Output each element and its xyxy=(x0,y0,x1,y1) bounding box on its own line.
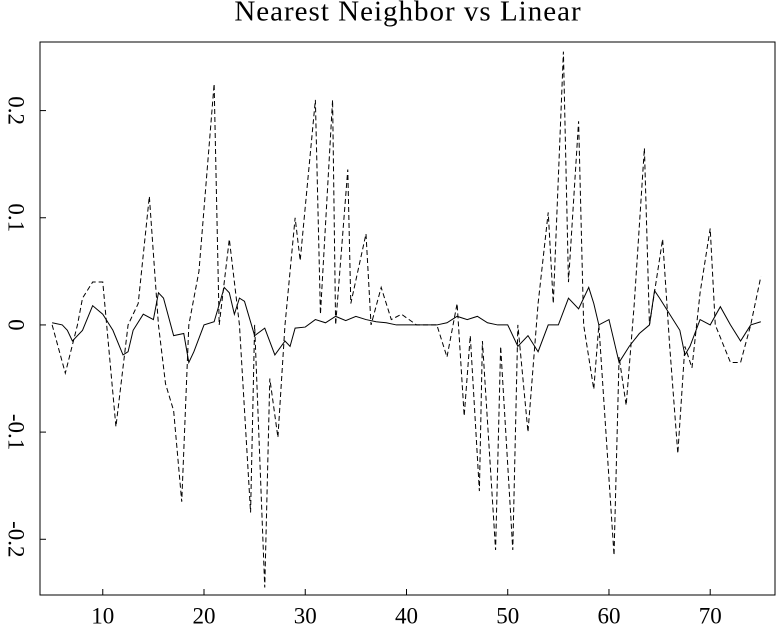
y-tick-label: 0.2 xyxy=(4,96,29,125)
chart-title: Nearest Neighbor vs Linear xyxy=(234,0,581,28)
x-tick-label: 10 xyxy=(91,603,114,628)
x-tick-label: 50 xyxy=(496,603,519,628)
x-tick-label: 40 xyxy=(395,603,418,628)
y-tick-label: 0 xyxy=(4,319,29,331)
x-tick-label: 30 xyxy=(294,603,317,628)
x-tick-label: 20 xyxy=(193,603,216,628)
y-tick-label: -0.1 xyxy=(4,414,29,450)
plot-frame xyxy=(39,41,776,596)
y-tick-label: -0.2 xyxy=(4,521,29,557)
x-tick-label: 60 xyxy=(597,603,620,628)
line-series xyxy=(51,51,762,588)
x-tick-label: 70 xyxy=(699,603,722,628)
line-series xyxy=(52,286,761,365)
y-tick-label: 0.1 xyxy=(4,203,29,232)
